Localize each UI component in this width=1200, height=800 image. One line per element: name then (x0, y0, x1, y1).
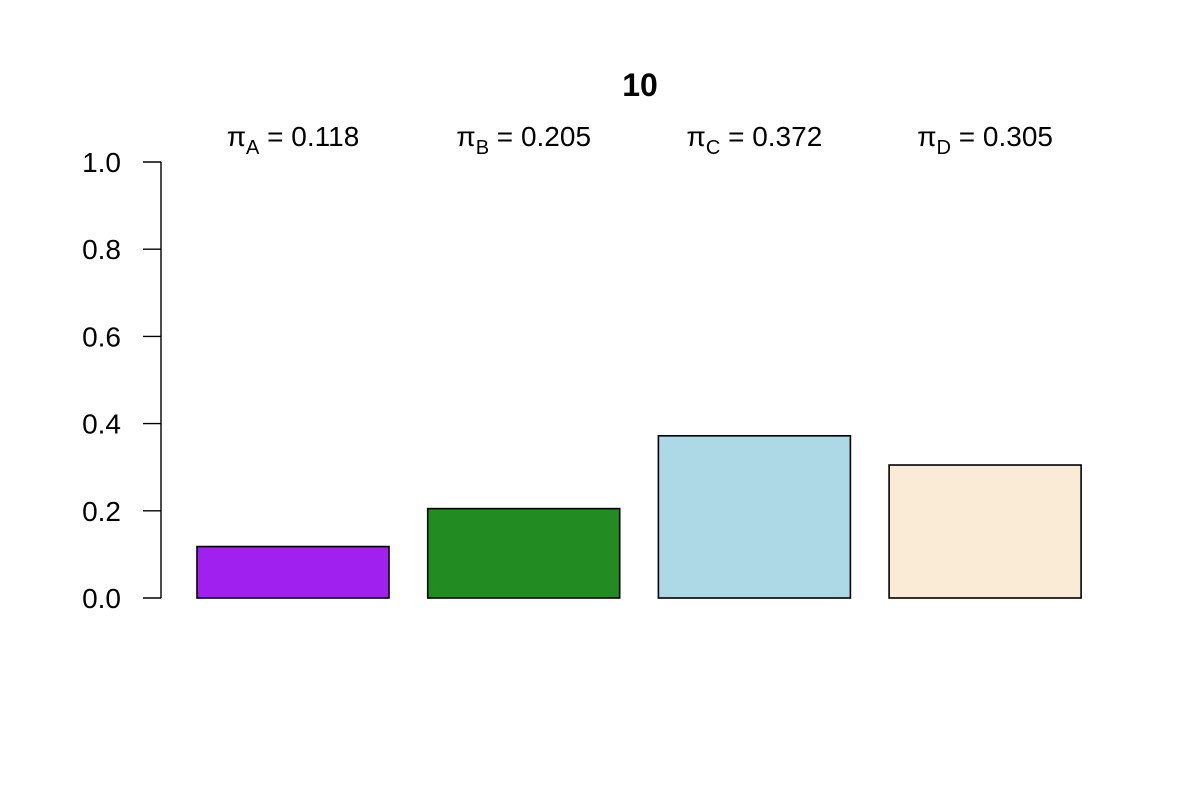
bar-a (196, 545, 390, 599)
chart-title: 10 (622, 67, 658, 103)
y-tick-label: 0.2 (82, 496, 121, 527)
value-label-d: πD = 0.305 (917, 121, 1053, 159)
y-axis: 0.0 0.2 0.4 0.6 0.8 1.0 (82, 147, 162, 614)
bar-b (426, 507, 621, 599)
bar-annotations: πA = 0.118 πB = 0.205 πC = 0.372 πD = 0.305 (227, 121, 1053, 159)
value-label-c: πC = 0.372 (687, 121, 823, 159)
y-tick-label: 0.0 (82, 583, 121, 614)
bar-c (657, 435, 852, 599)
y-tick-label: 0.4 (82, 409, 121, 440)
y-tick-label: 0.8 (82, 234, 121, 265)
bar-d (888, 464, 1082, 599)
y-tick-label: 0.6 (82, 321, 121, 352)
bars-group (196, 435, 1082, 599)
value-label-a: πA = 0.118 (227, 121, 360, 159)
y-tick-label: 1.0 (82, 147, 121, 178)
value-label-b: πB = 0.205 (456, 121, 591, 159)
